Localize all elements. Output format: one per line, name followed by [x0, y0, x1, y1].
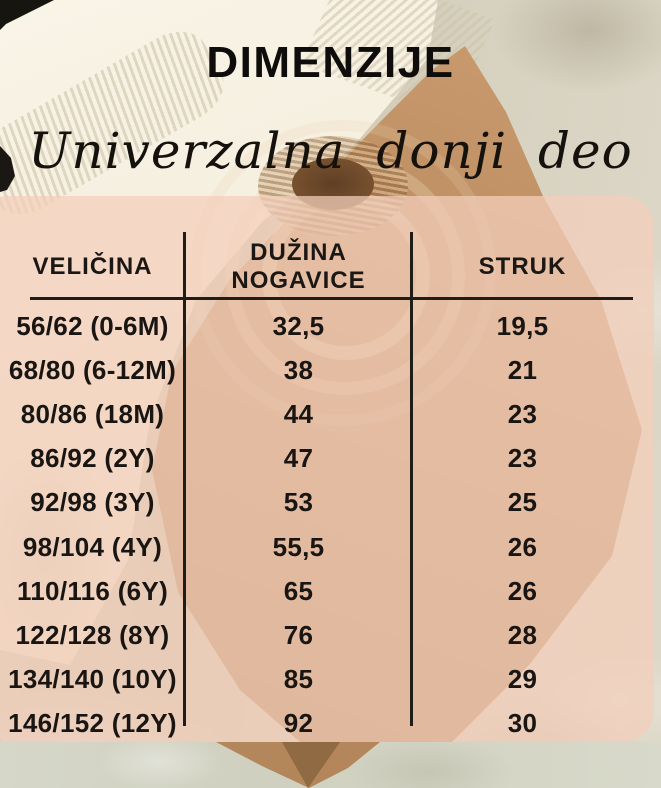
leg-length-cell: 47: [283, 443, 314, 474]
table-row: 134/140 (10Y) 85 29: [0, 658, 654, 702]
waist-cell: 26: [507, 575, 538, 606]
waist-cell: 21: [507, 354, 538, 385]
column-header-velicina: VELIČINA: [32, 253, 153, 280]
table-row: 80/86 (18M) 44 23: [0, 392, 654, 436]
table-row: 56/62 (0-6M) 32,5 19,5: [0, 304, 654, 348]
table-row: 98/104 (4Y) 55,5 26: [0, 525, 654, 569]
leg-length-cell: 85: [283, 664, 314, 695]
size-cell: 86/92 (2Y): [30, 443, 155, 474]
leg-length-cell: 38: [283, 354, 314, 385]
size-cell: 68/80 (6-12M): [8, 354, 177, 385]
page-title: DIMENZIJE: [206, 38, 455, 87]
waist-cell: 26: [507, 531, 538, 562]
leg-length-cell: 92: [283, 708, 314, 739]
size-table-panel: VELIČINA DUŽINA NOGAVICE STRUK 56/62 (0-…: [0, 196, 654, 742]
waist-cell: 28: [507, 619, 538, 650]
column-divider-1: [183, 232, 186, 726]
size-cell: 56/62 (0-6M): [16, 310, 169, 341]
waist-cell: 19,5: [496, 310, 549, 341]
size-cell: 134/140 (10Y): [8, 664, 177, 695]
leg-length-cell: 32,5: [272, 310, 325, 341]
size-cell: 146/152 (12Y): [8, 708, 177, 739]
table-header-row: VELIČINA DUŽINA NOGAVICE STRUK: [0, 234, 654, 300]
table-row: 110/116 (6Y) 65 26: [0, 569, 654, 613]
column-header-struk: STRUK: [478, 253, 567, 280]
header-rule: [30, 297, 633, 300]
leg-length-cell: 53: [283, 487, 314, 518]
waist-cell: 25: [507, 487, 538, 518]
leg-length-cell: 55,5: [272, 531, 325, 562]
column-divider-2: [410, 232, 413, 726]
table-row: 122/128 (8Y) 76 28: [0, 613, 654, 657]
leg-length-cell: 65: [283, 575, 314, 606]
leg-length-cell: 76: [283, 619, 314, 650]
table-row: 68/80 (6-12M) 38 21: [0, 348, 654, 392]
page-subtitle: Univerzalna donji deo: [28, 122, 633, 180]
waist-cell: 23: [507, 443, 538, 474]
size-cell: 98/104 (4Y): [22, 531, 163, 562]
size-cell: 80/86 (18M): [20, 398, 165, 429]
waist-cell: 23: [507, 398, 538, 429]
waist-cell: 29: [507, 664, 538, 695]
size-cell: 122/128 (8Y): [15, 619, 170, 650]
table-row: 146/152 (12Y) 92 30: [0, 702, 654, 746]
size-cell: 110/116 (6Y): [16, 575, 169, 606]
column-header-duzina-nogavice: DUŽINA NOGAVICE: [231, 239, 366, 294]
leg-length-cell: 44: [283, 398, 314, 429]
table-body: 56/62 (0-6M) 32,5 19,5 68/80 (6-12M) 38 …: [0, 304, 654, 746]
waist-cell: 30: [507, 708, 538, 739]
size-cell: 92/98 (3Y): [30, 487, 155, 518]
table-row: 92/98 (3Y) 53 25: [0, 481, 654, 525]
table-row: 86/92 (2Y) 47 23: [0, 437, 654, 481]
